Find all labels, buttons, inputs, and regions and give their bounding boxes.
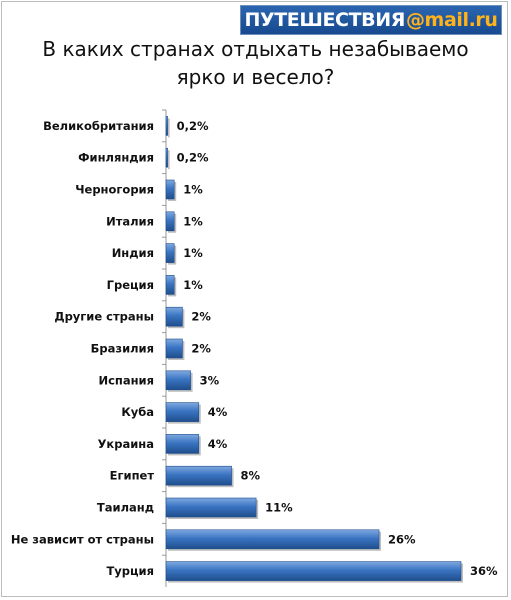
bar bbox=[165, 338, 183, 359]
bar bbox=[165, 179, 175, 200]
value-label: 1% bbox=[183, 214, 203, 228]
bar bbox=[165, 497, 257, 518]
bar bbox=[165, 370, 191, 391]
category-label: Греция bbox=[107, 278, 154, 292]
value-label: 1% bbox=[183, 183, 203, 197]
bar bbox=[165, 561, 462, 581]
value-label: 4% bbox=[208, 405, 228, 419]
value-label: 2% bbox=[191, 342, 211, 356]
value-label: 0,2% bbox=[177, 151, 209, 165]
bar bbox=[165, 306, 183, 327]
category-label: Египет bbox=[110, 469, 155, 483]
chart-title: В каких странах отдыхать незабываемо ярк… bbox=[0, 35, 511, 91]
category-label: Не зависит от страны bbox=[11, 532, 154, 546]
value-label: 1% bbox=[183, 278, 203, 292]
value-label: 1% bbox=[183, 246, 203, 260]
category-label: Черногория bbox=[75, 183, 154, 197]
bar bbox=[165, 147, 168, 168]
category-label: Италия bbox=[106, 214, 154, 228]
category-label: Турция bbox=[106, 564, 154, 578]
brand-logo: ПУТЕШЕСТВИЯ @mail.ru bbox=[240, 5, 502, 35]
chart-title-line-1: В каких странах отдыхать незабываемо bbox=[42, 37, 469, 61]
bar bbox=[165, 211, 175, 232]
bar bbox=[165, 529, 380, 550]
category-label: Великобритания bbox=[43, 119, 154, 133]
brand-text: ПУТЕШЕСТВИЯ bbox=[244, 9, 405, 31]
category-label: Финляндия bbox=[78, 151, 154, 165]
category-label: Бразилия bbox=[91, 342, 154, 356]
bar bbox=[165, 402, 200, 422]
bar bbox=[165, 465, 232, 486]
category-label: Украина bbox=[98, 437, 154, 451]
bar bbox=[165, 116, 168, 136]
category-label: Куба bbox=[121, 405, 154, 419]
category-label: Таиланд bbox=[97, 501, 154, 515]
value-label: 0,2% bbox=[177, 119, 209, 133]
value-label: 11% bbox=[265, 501, 293, 515]
value-label: 2% bbox=[191, 310, 211, 324]
bar bbox=[165, 243, 175, 263]
category-label: Другие страны bbox=[54, 310, 154, 324]
value-label: 26% bbox=[388, 532, 416, 546]
bar-shadow bbox=[168, 150, 170, 170]
bar bbox=[165, 434, 200, 454]
chart-title-line-2: ярко и весело? bbox=[176, 65, 335, 89]
bar-shadow bbox=[168, 118, 170, 138]
bar bbox=[165, 275, 175, 295]
category-label: Испания bbox=[98, 373, 154, 387]
category-label: Индия bbox=[112, 246, 154, 260]
value-label: 8% bbox=[241, 469, 261, 483]
value-label: 3% bbox=[200, 373, 220, 387]
value-label: 36% bbox=[470, 564, 498, 578]
brand-accent: @mail.ru bbox=[405, 9, 498, 31]
value-label: 4% bbox=[208, 437, 228, 451]
